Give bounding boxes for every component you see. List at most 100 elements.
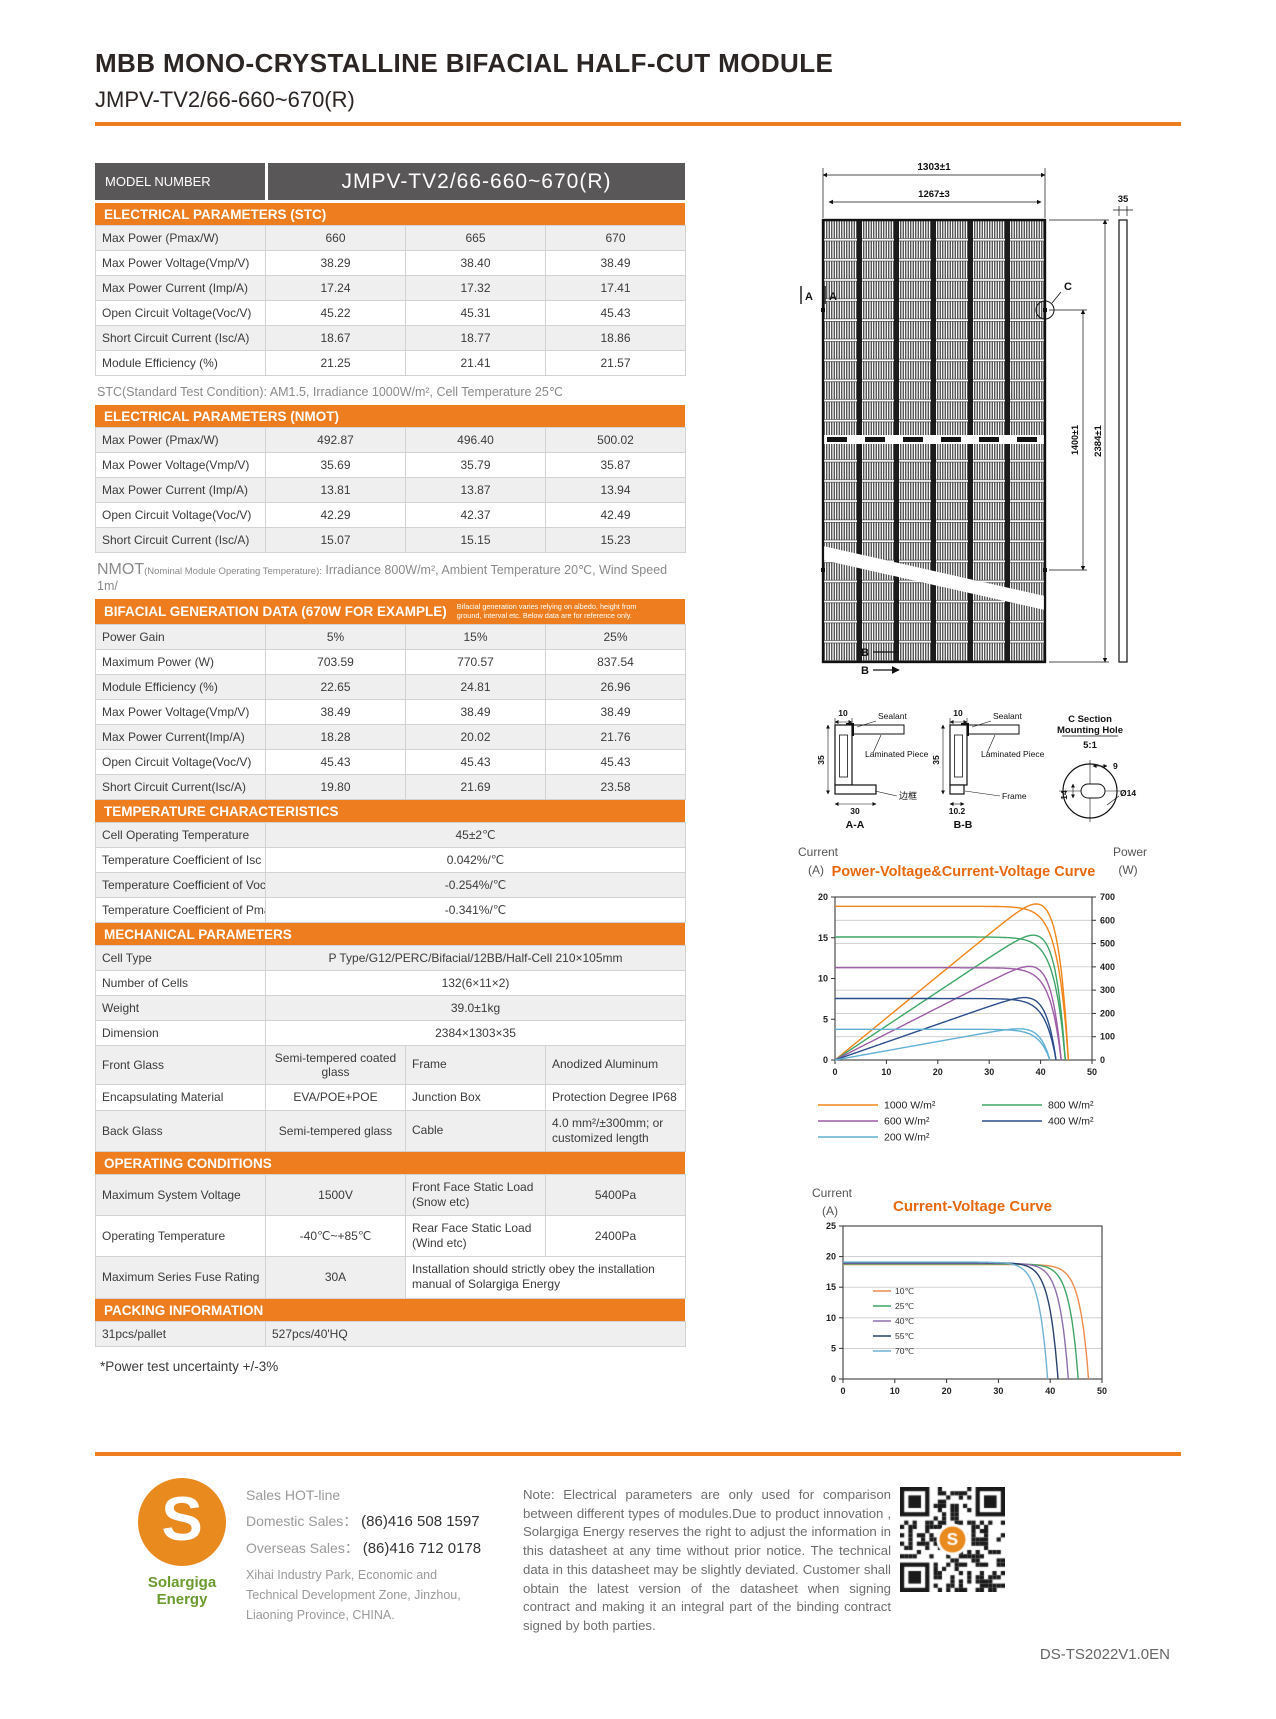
table-row: Cell Type P Type/G12/PERC/Bifacial/12BB/H… [95,944,687,971]
svg-text:15: 15 [818,933,828,943]
table-cell: 496.40 [405,427,546,453]
table-cell: 18.77 [405,325,546,351]
section-b-b-detail: 10 35 Sealant Laminated Piece Frame 10.2… [931,708,1045,831]
table-row: Max Power Voltage(Vmp/V) 35.69 35.79 35.87 [95,452,686,478]
table-row: Max Power Voltage(Vmp/V) 38.49 38.49 38.49 [95,698,686,725]
svg-text:5: 5 [831,1343,836,1353]
table-cell: 17.32 [405,275,546,301]
logo-text: Solargiga Energy [147,1574,217,1608]
svg-text:Laminated Piece: Laminated Piece [865,749,929,759]
table-cell: Anodized Aluminum [544,1044,687,1085]
table-row: Open Circuit Voltage(Voc/V) 45.43 45.43 45.… [95,748,686,775]
nmot-footnote: NMOT(Nominal Module Operating Temperatur… [97,561,668,593]
pv-curve-200 W/m² [834,1028,1051,1061]
svg-text:(A): (A) [808,863,824,877]
svg-text:Current: Current [798,845,839,859]
svg-text:30: 30 [984,1067,994,1077]
dim-thickness: 35 [1118,194,1129,205]
table-cell: 660 [265,225,406,251]
svg-text:0: 0 [832,1067,837,1077]
svg-text:40℃: 40℃ [895,1316,914,1326]
title-rule [95,122,1181,126]
svg-text:10.2: 10.2 [949,806,966,816]
module-technical-drawing: 1303±1 1267±3 35 1400±1 2384±1 A A C B B… [800,162,1136,831]
hotline-title: Sales HOT-line [246,1487,341,1503]
section-header-stc: ELECTRICAL PARAMETERS (STC) [95,203,685,225]
table-cell: Module Efficiency (%) [95,673,266,700]
svg-text:40: 40 [1045,1386,1055,1396]
table-cell: Max Power Current (Imp/A) [95,275,266,301]
svg-text:B: B [861,665,869,677]
bifacial-table: Power Gain 5% 15% 25% Maximum Power (W) 703.5… [95,623,686,800]
svg-text:1000 W/m²: 1000 W/m² [884,1100,936,1112]
svg-text:20: 20 [933,1067,943,1077]
table-cell: 38.49 [405,698,546,725]
table-cell: Temperature Coefficient of Isc [95,846,266,873]
table-row: Back Glass Semi-tempered glass Cable 4.0 mm… [95,1109,687,1152]
table-cell: Number of Cells [95,969,266,996]
legal-note: Note: Electrical parameters are only use… [523,1487,891,1634]
table-row: Temperature Coefficient of Isc 0.042%/℃ [95,846,687,873]
svg-text:A-A: A-A [846,819,865,831]
logo-s-icon: S [138,1478,226,1566]
table-cell: 13.87 [405,477,546,503]
table-row: 31pcs/pallet 527pcs/40'HQ [95,1320,687,1347]
table-row: Weight 39.0±1kg [95,994,687,1021]
svg-text:70℃: 70℃ [895,1346,914,1356]
center-junction-band [824,435,1044,444]
table-row: Maximum System Voltage 1500V Front Face St… [95,1173,686,1216]
table-cell: 13.94 [545,477,686,503]
pv-curve-400 W/m² [834,996,1057,1061]
pv-curve-1000 W/m² [834,903,1070,1061]
iv-temperature-curve-chart: 0 5 10 15 20 25 0 10 20 30 40 50 Current-Voltage Cur… [812,1186,1107,1396]
table-cell: 24.81 [405,673,546,700]
table-cell: 45.43 [405,748,546,775]
table-cell: Open Circuit Voltage(Voc/V) [95,748,266,775]
svg-text:(A): (A) [822,1204,838,1218]
svg-text:10: 10 [953,708,963,718]
table-cell: 45.31 [405,300,546,326]
table-cell: 21.25 [265,350,406,376]
table-cell: Max Power (Pmax/W) [95,427,266,453]
section-marks: A A C B B [800,281,1072,677]
dim-width-inner: 1267±3 [918,189,950,200]
table-cell: Maximum Series Fuse Rating [95,1255,266,1299]
svg-text:0: 0 [1100,1055,1105,1065]
table-cell: 38.49 [545,250,686,276]
solargiga-logo: S Solargiga Energy [126,1478,238,1608]
table-cell: 18.67 [265,325,406,351]
table-cell: 0.042%/℃ [264,846,687,873]
table-cell: 4.0 mm²/±300mm; or customized length [544,1109,687,1152]
svg-text:30: 30 [850,806,860,816]
power-uncertainty-note: *Power test uncertainty +/-3% [100,1358,279,1374]
overseas-sales-row: Overseas Sales： (86)416 712 0178 [246,1540,482,1557]
table-cell: 38.40 [405,250,546,276]
table-row: Dimension 2384×1303×35 [95,1019,687,1046]
table-cell: 1500V [265,1173,406,1216]
svg-text:Laminated Piece: Laminated Piece [981,749,1045,759]
section-header-temperature: TEMPERATURE CHARACTERISTICS [95,799,685,822]
table-cell: 15.07 [265,527,406,553]
table-cell: Semi-tempered coated glass [265,1044,406,1085]
qr-code [900,1487,1005,1592]
svg-text:600: 600 [1100,915,1115,925]
table-cell: Short Circuit Current (Isc/A) [95,527,266,553]
model-number-label: MODEL NUMBER [95,163,265,200]
table-cell: Frame [405,1044,546,1085]
table-cell: 42.37 [405,502,546,528]
svg-text:10: 10 [838,708,848,718]
title-block: MBB MONO-CRYSTALLINE BIFACIAL HALF-CUT M… [95,48,1181,126]
model-number-value: JMPV-TV2/66-660~670(R) [268,163,685,200]
dim-hole-span: 1400±1 [1070,425,1080,455]
table-cell: Front Face Static Load (Snow etc) [405,1173,546,1216]
table-cell: 26.96 [545,673,686,700]
svg-text:边框: 边框 [899,790,917,801]
table-row: Cell Operating Temperature 45±2℃ [95,821,687,848]
table-cell: 18.28 [265,723,406,750]
stc-table: Max Power (Pmax/W) 660 665 670 Max Power Vol… [95,225,686,376]
table-cell: Max Power (Pmax/W) [95,225,266,251]
svg-text:Sealant: Sealant [993,711,1022,721]
svg-text:700: 700 [1100,892,1115,902]
svg-text:Current: Current [812,1186,853,1200]
